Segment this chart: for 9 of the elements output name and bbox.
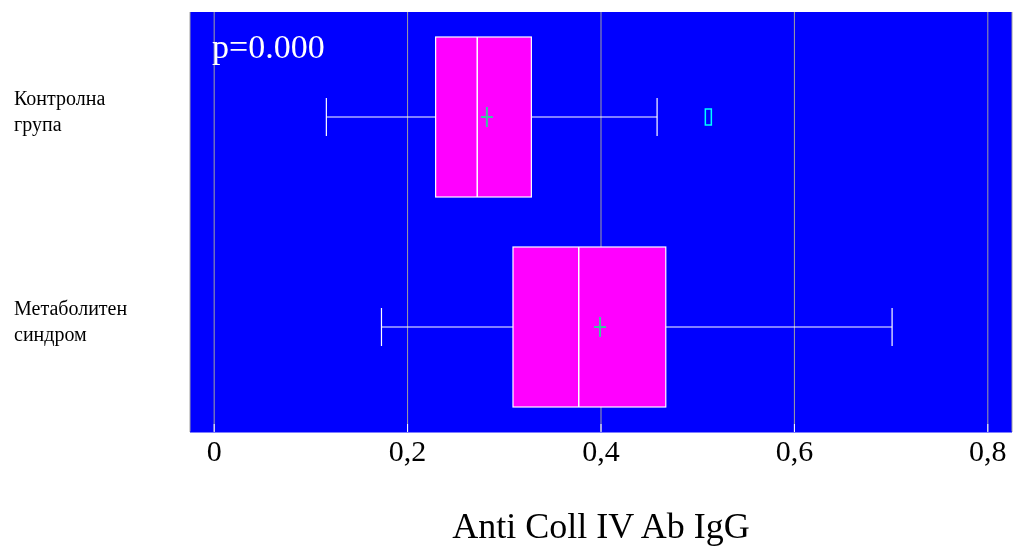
- annotation: p=0.000: [212, 28, 325, 65]
- x-tick-label: 0,6: [775, 434, 814, 468]
- y-tick-label: Метаболитен синдром: [14, 297, 128, 346]
- x-axis-title: Anti Coll IV Ab IgG: [452, 506, 750, 546]
- x-tick-label: 0: [206, 434, 222, 468]
- x-tick-label: 0,2: [388, 434, 427, 468]
- x-tick-label: 0,4: [582, 434, 620, 468]
- x-tick-label: 0,8: [969, 434, 1007, 468]
- y-tick-label: Контролна група: [14, 87, 106, 136]
